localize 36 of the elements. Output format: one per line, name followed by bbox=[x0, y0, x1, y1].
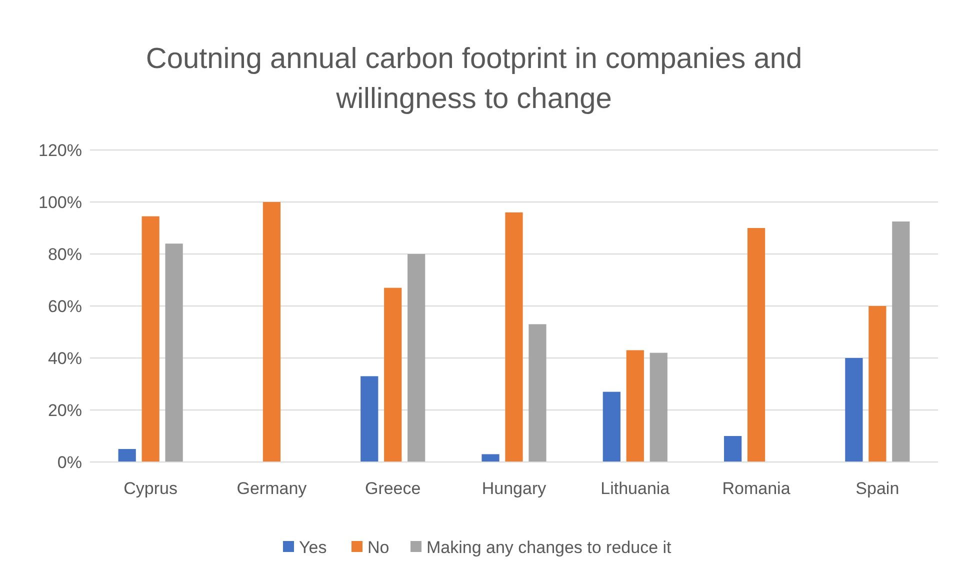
bar bbox=[505, 212, 523, 462]
y-tick-label: 100% bbox=[38, 192, 82, 212]
y-tick-label: 0% bbox=[57, 452, 82, 472]
y-tick-label: 80% bbox=[48, 244, 82, 264]
bar bbox=[892, 222, 910, 462]
x-tick-label: Romania bbox=[722, 479, 791, 498]
bar bbox=[262, 202, 281, 462]
y-tick-label: 60% bbox=[48, 296, 82, 316]
bar bbox=[845, 358, 863, 462]
x-tick-label: Greece bbox=[364, 479, 421, 498]
bar bbox=[408, 254, 426, 462]
y-tick-label: 40% bbox=[48, 348, 82, 368]
legend-label: No bbox=[368, 538, 390, 557]
legend-label: Yes bbox=[299, 538, 327, 557]
x-tick-label: Cyprus bbox=[124, 479, 178, 498]
bar bbox=[482, 454, 500, 462]
y-tick-label: 20% bbox=[48, 400, 82, 420]
x-tick-label: Lithuania bbox=[600, 479, 670, 498]
bar bbox=[142, 216, 160, 462]
bar bbox=[626, 350, 644, 462]
bar bbox=[724, 436, 742, 462]
bar bbox=[868, 306, 886, 462]
x-tick-label: Germany bbox=[236, 479, 308, 498]
bar bbox=[118, 449, 136, 462]
bar bbox=[360, 376, 378, 462]
x-tick-label: Spain bbox=[856, 479, 900, 498]
bar bbox=[747, 228, 766, 462]
legend-label: Making any changes to reduce it bbox=[426, 538, 672, 557]
y-tick-label: 120% bbox=[38, 140, 82, 160]
x-tick-label: Hungary bbox=[482, 479, 547, 498]
bar bbox=[602, 392, 620, 462]
bar bbox=[528, 324, 546, 462]
chart-title: Coutning annual carbon footprint in companies and willingness to change bbox=[146, 43, 802, 115]
bar bbox=[650, 352, 668, 462]
bar bbox=[165, 244, 183, 462]
bar bbox=[384, 288, 402, 462]
